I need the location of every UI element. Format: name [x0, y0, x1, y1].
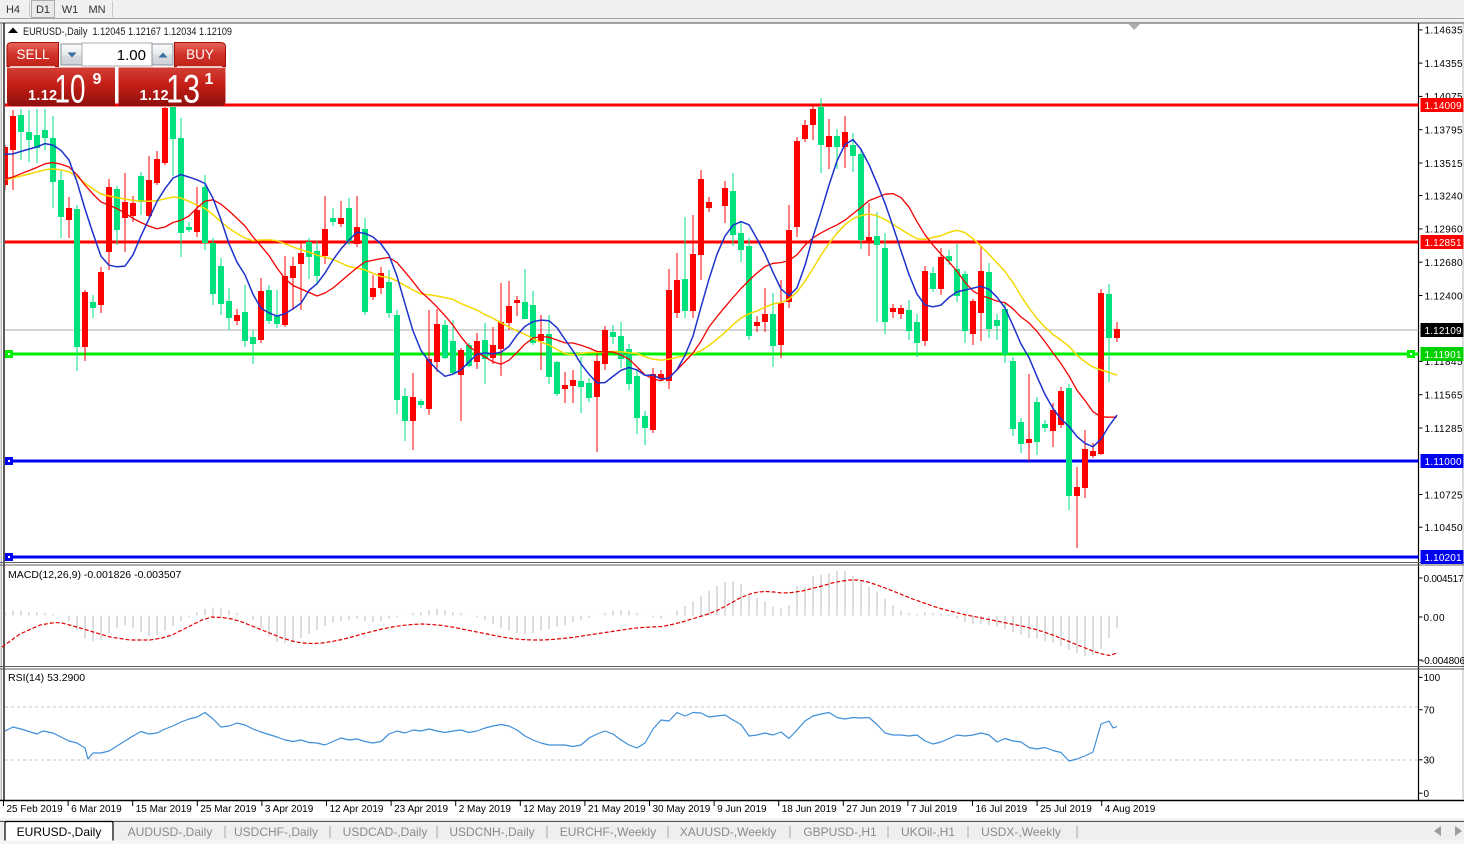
svg-text:1.11565: 1.11565 [1425, 391, 1463, 402]
svg-text:0: 0 [1424, 789, 1430, 800]
svg-text:10: 10 [55, 68, 86, 112]
svg-text:1.11285: 1.11285 [1425, 424, 1463, 435]
svg-text:4 Aug 2019: 4 Aug 2019 [1105, 804, 1156, 815]
svg-text:W1: W1 [62, 4, 79, 16]
svg-text:RSI(14) 53.2900: RSI(14) 53.2900 [8, 672, 85, 684]
svg-text:1.12851: 1.12851 [1425, 238, 1462, 249]
svg-text:0.00: 0.00 [1424, 613, 1445, 624]
svg-text:1.11845: 1.11845 [1425, 357, 1463, 368]
svg-text:AUDUSD-,Daily: AUDUSD-,Daily [128, 825, 213, 839]
svg-text:USDCAD-,Daily: USDCAD-,Daily [343, 825, 428, 839]
svg-text:1.12400: 1.12400 [1425, 291, 1463, 302]
svg-text:-0.004806: -0.004806 [1421, 656, 1464, 667]
svg-text:XAUUSD-,Weekly: XAUUSD-,Weekly [680, 825, 776, 839]
svg-text:12 May 2019: 12 May 2019 [523, 804, 581, 815]
svg-text:1.12109: 1.12109 [1425, 326, 1462, 337]
svg-text:16 Jul 2019: 16 Jul 2019 [976, 804, 1028, 815]
svg-text:7 Jul 2019: 7 Jul 2019 [911, 804, 958, 815]
svg-text:27 Jun 2019: 27 Jun 2019 [846, 804, 901, 815]
svg-text:1.11901: 1.11901 [1425, 350, 1462, 361]
svg-text:1.11000: 1.11000 [1425, 457, 1462, 468]
svg-text:BUY: BUY [186, 47, 214, 62]
svg-text:MN: MN [88, 4, 105, 16]
svg-text:25 Jul 2019: 25 Jul 2019 [1040, 804, 1092, 815]
svg-text:1.12: 1.12 [28, 88, 57, 104]
svg-text:9: 9 [93, 71, 102, 88]
svg-text:23 Apr 2019: 23 Apr 2019 [394, 804, 448, 815]
svg-text:0.004517: 0.004517 [1424, 574, 1464, 585]
svg-text:1.10725: 1.10725 [1425, 490, 1463, 501]
svg-text:H4: H4 [6, 4, 20, 16]
svg-text:2 May 2019: 2 May 2019 [459, 804, 512, 815]
svg-text:1.12: 1.12 [140, 88, 169, 104]
svg-text:18 Jun 2019: 18 Jun 2019 [782, 804, 837, 815]
svg-text:1.14009: 1.14009 [1425, 101, 1462, 112]
svg-text:1.13515: 1.13515 [1425, 159, 1463, 170]
svg-text:GBPUSD-,H1: GBPUSD-,H1 [803, 825, 877, 839]
svg-text:EURUSD-,Daily 1.12045 1.12167: EURUSD-,Daily 1.12045 1.12167 1.12034 1.… [23, 26, 232, 38]
svg-text:EURUSD-,Daily: EURUSD-,Daily [17, 825, 102, 839]
svg-text:13: 13 [166, 68, 200, 112]
svg-text:1.14355: 1.14355 [1425, 59, 1463, 70]
svg-text:21 May 2019: 21 May 2019 [588, 804, 646, 815]
svg-text:30: 30 [1424, 756, 1436, 767]
svg-text:USDCNH-,Daily: USDCNH-,Daily [449, 825, 534, 839]
svg-text:SELL: SELL [16, 47, 50, 62]
svg-text:1.13795: 1.13795 [1425, 126, 1463, 137]
svg-text:1.12960: 1.12960 [1425, 225, 1463, 236]
svg-text:1.12680: 1.12680 [1425, 258, 1463, 269]
svg-text:USDCHF-,Daily: USDCHF-,Daily [234, 825, 318, 839]
svg-text:UKOil-,H1: UKOil-,H1 [901, 825, 955, 839]
svg-text:1.13240: 1.13240 [1425, 191, 1463, 202]
svg-text:1.00: 1.00 [117, 47, 146, 64]
svg-text:USDX-,Weekly: USDX-,Weekly [981, 825, 1061, 839]
svg-text:70: 70 [1424, 706, 1436, 717]
svg-text:D1: D1 [36, 4, 50, 16]
svg-text:1.14075: 1.14075 [1425, 92, 1463, 103]
svg-text:15 Mar 2019: 15 Mar 2019 [136, 804, 193, 815]
svg-text:25 Feb 2019: 25 Feb 2019 [7, 804, 64, 815]
svg-text:3 Apr 2019: 3 Apr 2019 [265, 804, 314, 815]
svg-text:100: 100 [1424, 673, 1441, 684]
svg-text:30 May 2019: 30 May 2019 [653, 804, 711, 815]
svg-text:25 Mar 2019: 25 Mar 2019 [200, 804, 257, 815]
svg-text:EURCHF-,Weekly: EURCHF-,Weekly [560, 825, 656, 839]
svg-text:1: 1 [205, 71, 214, 88]
svg-text:1.10201: 1.10201 [1425, 553, 1462, 564]
svg-text:9 Jun 2019: 9 Jun 2019 [717, 804, 767, 815]
svg-text:12 Apr 2019: 12 Apr 2019 [330, 804, 384, 815]
svg-text:1.10450: 1.10450 [1425, 523, 1463, 534]
svg-text:MACD(12,26,9) -0.001826 -0.003: MACD(12,26,9) -0.001826 -0.003507 [8, 569, 182, 581]
svg-text:1.14635: 1.14635 [1425, 26, 1463, 37]
svg-text:6 Mar 2019: 6 Mar 2019 [71, 804, 122, 815]
